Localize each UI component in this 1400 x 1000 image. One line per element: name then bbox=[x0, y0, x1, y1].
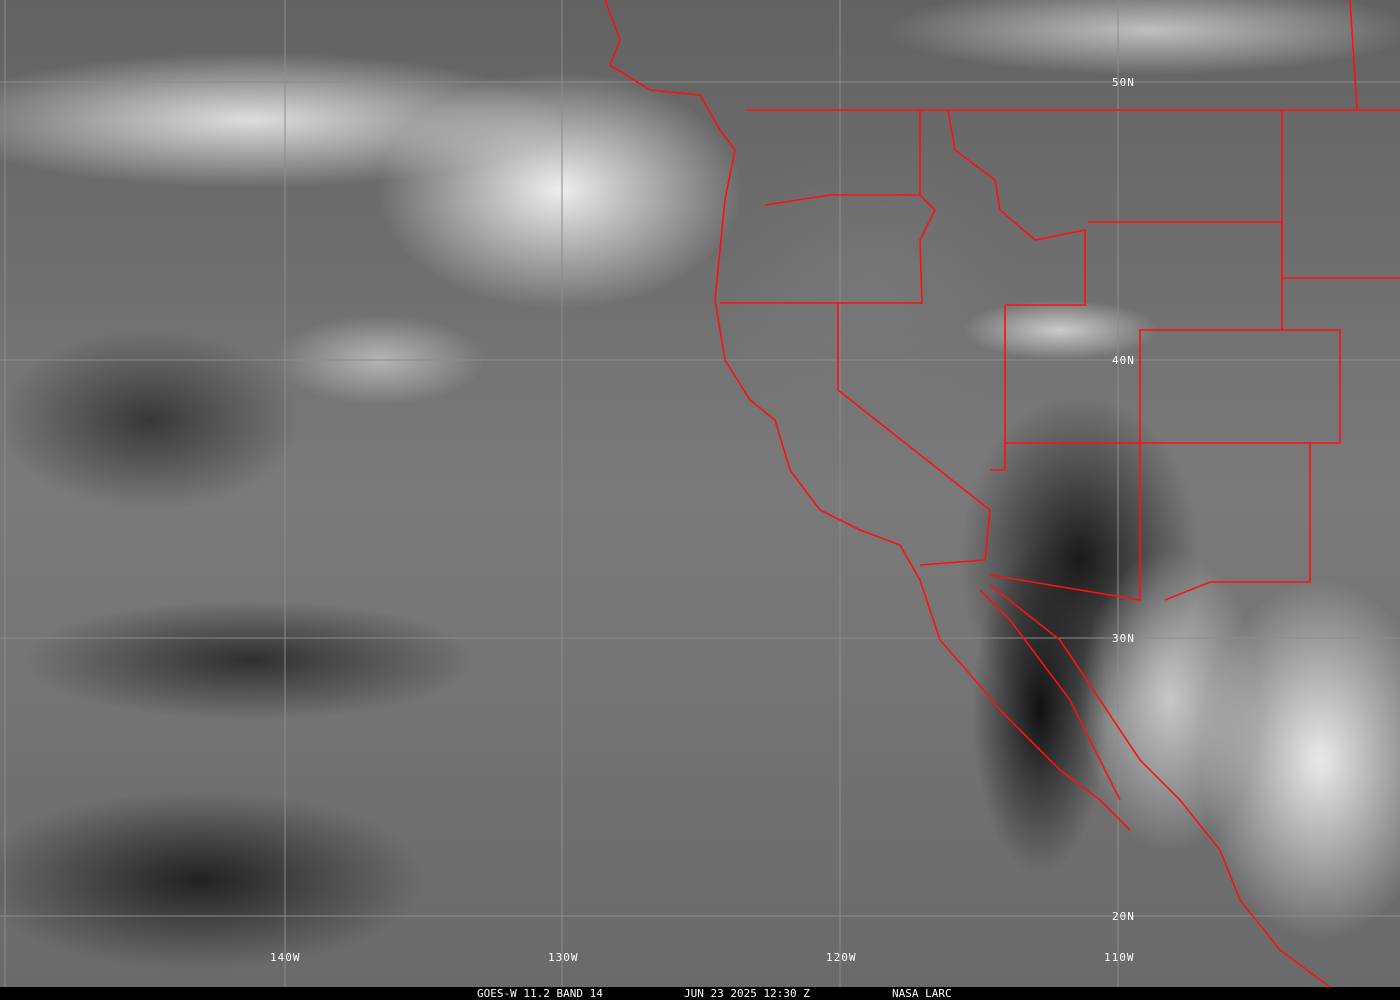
lat-label-20n: 20N bbox=[1112, 910, 1135, 923]
canada-province-line bbox=[1349, 0, 1358, 111]
source-label: NASA LARC bbox=[892, 987, 952, 1000]
lon-label-120w: 120W bbox=[826, 951, 857, 964]
lon-label-110w: 110W bbox=[1104, 951, 1135, 964]
four-corners-borders bbox=[989, 329, 1341, 601]
political-borders bbox=[604, 0, 1400, 987]
lon-label-130w: 130W bbox=[548, 951, 579, 964]
mexico-mainland-coast bbox=[989, 584, 1331, 987]
coastline bbox=[604, 0, 1131, 831]
oregon-border bbox=[720, 194, 936, 304]
baja-gulf-coast bbox=[979, 589, 1121, 801]
california-nevada-border bbox=[837, 303, 991, 566]
lat-label-40n: 40N bbox=[1112, 354, 1135, 367]
lon-label-140w: 140W bbox=[270, 951, 301, 964]
new-mexico-border bbox=[1164, 443, 1311, 601]
satellite-band-label: GOES-W 11.2 BAND 14 bbox=[477, 987, 603, 1000]
lat-label-50n: 50N bbox=[1112, 76, 1135, 89]
timestamp-label: JUN 23 2025 12:30 Z bbox=[684, 987, 810, 1000]
image-caption-bar: GOES-W 11.2 BAND 14 JUN 23 2025 12:30 Z … bbox=[0, 987, 1400, 1000]
nevada-utah-border bbox=[990, 305, 1006, 471]
idaho-border bbox=[947, 109, 1086, 306]
montana-east bbox=[1281, 110, 1400, 279]
lat-label-30n: 30N bbox=[1112, 632, 1135, 645]
wyoming-border bbox=[1088, 221, 1283, 330]
